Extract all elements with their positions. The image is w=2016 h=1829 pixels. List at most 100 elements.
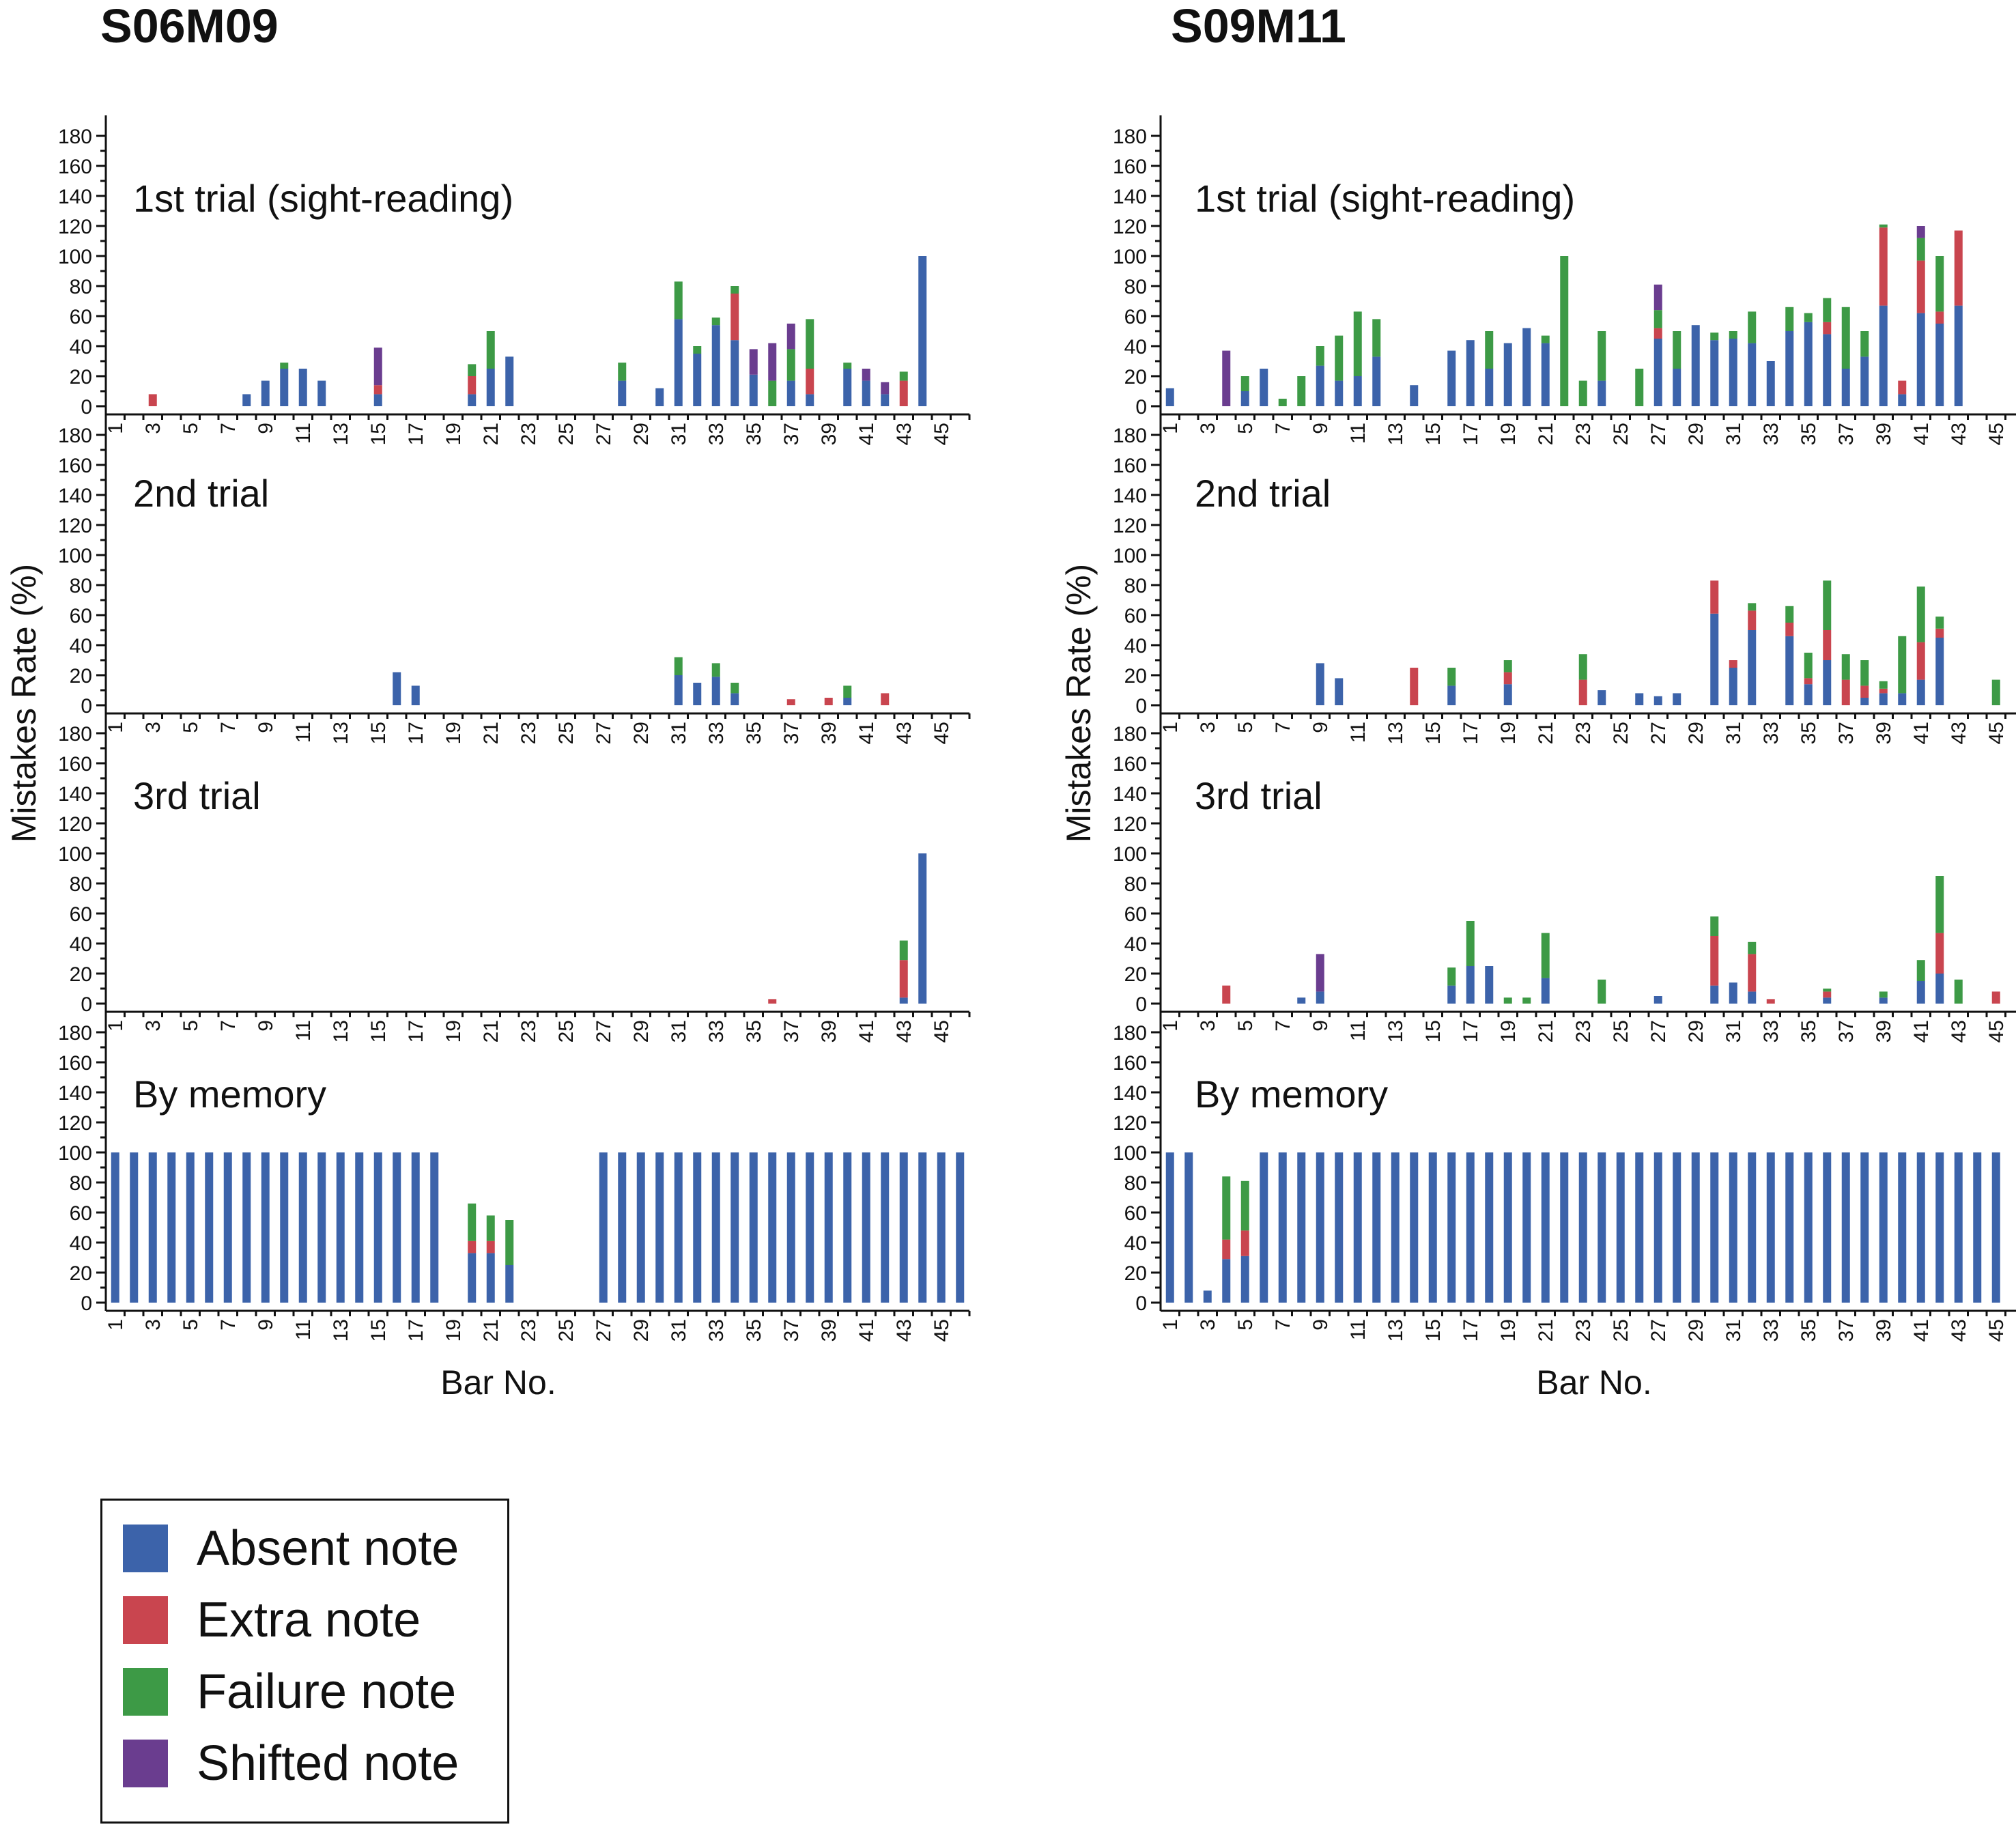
bar-14-absent [1410, 385, 1419, 406]
bar-8-absent [1297, 997, 1306, 1004]
y-tick-label: 80 [70, 873, 92, 896]
bar-34-absent [730, 1152, 739, 1303]
x-tick-label: 11 [292, 1020, 315, 1041]
x-tick-label: 9 [255, 1020, 277, 1032]
x-tick-label: 17 [405, 423, 427, 445]
x-tick-label: 29 [1685, 722, 1707, 744]
bar-38-failure [806, 319, 814, 369]
x-tick-label: 19 [1497, 722, 1520, 744]
x-tick-label: 37 [780, 423, 803, 445]
x-tick-label: 31 [1722, 423, 1745, 445]
x-tick-label: 1 [104, 423, 127, 434]
x-tick-label: 23 [517, 423, 540, 445]
x-tick-label: 9 [255, 423, 277, 434]
bar-33-failure [711, 663, 720, 677]
bar-20-extra [468, 376, 477, 395]
bar-18-absent [430, 1152, 439, 1303]
bar-20-extra [468, 1240, 477, 1253]
x-tick-label: 15 [1422, 722, 1445, 744]
bar-18-failure [1485, 331, 1494, 369]
bar-34-extra [730, 294, 739, 341]
bar-41-shifted [862, 369, 870, 381]
bar-40-absent [1898, 693, 1907, 705]
x-tick-label: 13 [1385, 1020, 1407, 1043]
x-tick-label: 23 [517, 1319, 540, 1342]
bar-32-failure [1748, 941, 1757, 954]
y-tick-label: 60 [70, 306, 92, 328]
bar-21-absent [1541, 1152, 1550, 1303]
x-tick-label: 39 [1873, 722, 1895, 744]
x-tick-label: 31 [668, 722, 690, 744]
bar-31-absent [674, 675, 683, 705]
x-tick-label: 41 [855, 423, 878, 445]
x-tick-label: 13 [330, 1020, 352, 1043]
bar-41-extra [1916, 642, 1925, 680]
bar-29-absent [1691, 325, 1700, 406]
y-tick-label: 40 [70, 1232, 92, 1255]
x-tick-label: 33 [705, 722, 728, 744]
x-tick-label: 31 [668, 423, 690, 445]
bar-5-failure [1240, 376, 1249, 391]
bar-31-failure [674, 657, 683, 675]
bar-39-absent [1879, 305, 1888, 406]
bar-25-absent [1616, 1152, 1625, 1303]
bar-43-extra [899, 960, 908, 998]
bar-41-absent [862, 1152, 870, 1303]
x-tick-label: 21 [1535, 423, 1557, 445]
bar-38-absent [806, 394, 814, 406]
x-tick-label: 29 [630, 1020, 653, 1043]
bar-27-failure [1653, 310, 1662, 328]
bar-21-failure [1541, 933, 1550, 978]
bar-2-absent [1184, 1152, 1193, 1303]
y-tick-label: 100 [1113, 545, 1147, 567]
bar-18-absent [1485, 1152, 1494, 1303]
x-tick-label: 35 [1798, 1020, 1820, 1043]
bar-28-failure [618, 363, 627, 381]
panel-0: 1st trial (sight-reading) 0 20 40 60 80 100 120… [1113, 115, 2016, 445]
bar-16-absent [1447, 350, 1456, 406]
x-tick-label: 43 [1948, 1319, 1970, 1342]
bar-42-failure [1935, 876, 1944, 933]
x-tick-label: 1 [104, 1319, 127, 1331]
x-tick-label: 23 [517, 722, 540, 744]
bar-40-absent [843, 1152, 852, 1303]
x-tick-label: 45 [931, 1319, 953, 1342]
bar-21-absent [486, 369, 495, 406]
bar-38-failure [1860, 660, 1869, 686]
y-axis-title: Mistakes Rate (%) [1060, 564, 1098, 842]
bar-32-absent [693, 1152, 702, 1303]
bar-34-extra [1785, 623, 1794, 636]
bar-43-failure [1954, 979, 1963, 1004]
bar-32-absent [693, 683, 702, 705]
bar-44-absent [1973, 1152, 1982, 1303]
bar-21-absent [1541, 343, 1550, 406]
x-tick-label: 15 [367, 1319, 390, 1342]
bar-11-absent [298, 369, 307, 406]
bar-22-absent [1560, 1152, 1569, 1303]
bar-32-absent [1748, 1152, 1757, 1303]
bar-36-shifted [768, 343, 777, 381]
bar-39-absent [824, 1152, 833, 1303]
bar-30-absent [655, 1152, 664, 1303]
bar-15-absent [373, 1152, 382, 1303]
y-tick-label: 40 [1124, 635, 1147, 657]
x-tick-label: 23 [1572, 423, 1595, 445]
bar-33-absent [1766, 1152, 1775, 1303]
bar-19-extra [1503, 672, 1512, 685]
bar-5-absent [1240, 1256, 1249, 1303]
bar-39-failure [1879, 991, 1888, 998]
bar-41-absent [1916, 313, 1925, 406]
y-tick-label: 120 [1113, 1112, 1147, 1135]
bar-38-failure [1860, 331, 1869, 357]
x-tick-label: 41 [1910, 1020, 1933, 1043]
x-tick-label: 33 [705, 1319, 728, 1342]
bar-9-absent [1316, 663, 1324, 705]
x-tick-label: 45 [931, 423, 953, 445]
bar-40-absent [1898, 394, 1907, 406]
bar-2-absent [130, 1152, 139, 1303]
bar-33-failure [711, 317, 720, 326]
absent-swatch [123, 1525, 168, 1572]
x-tick-label: 13 [1385, 423, 1407, 445]
y-tick-label: 180 [58, 1022, 92, 1045]
